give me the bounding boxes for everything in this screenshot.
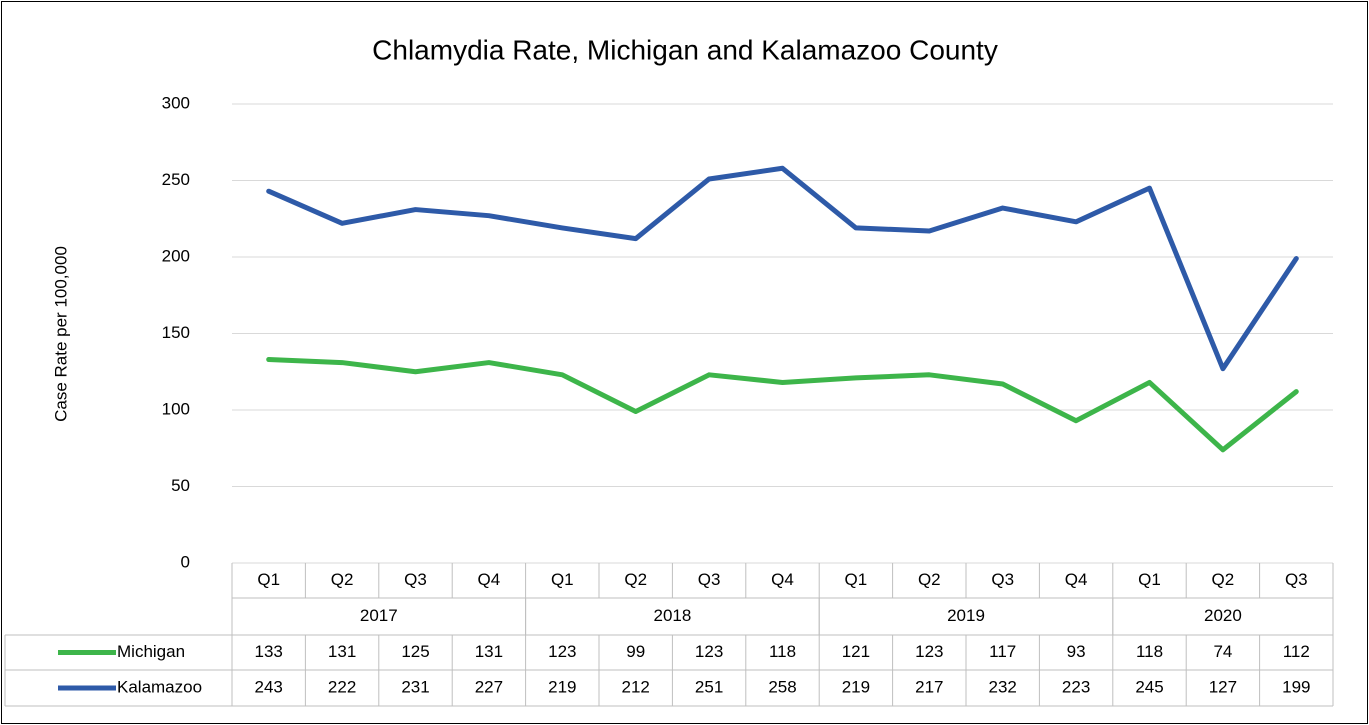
table-value: 223 <box>1062 677 1090 696</box>
table-value: 117 <box>989 642 1016 661</box>
y-tick-label: 0 <box>181 552 190 571</box>
table-value: 121 <box>842 642 870 661</box>
table-value: 127 <box>1209 677 1237 696</box>
table-value: 118 <box>769 642 796 661</box>
x-tick-label: Q1 <box>551 570 574 589</box>
x-tick-label: Q2 <box>1212 570 1235 589</box>
x-group-label: 2019 <box>947 606 985 625</box>
x-tick-label: Q2 <box>331 570 354 589</box>
x-tick-label: Q2 <box>624 570 647 589</box>
x-group-label: 2020 <box>1204 606 1242 625</box>
table-value: 133 <box>255 642 283 661</box>
table-value: 131 <box>328 642 356 661</box>
legend-label: Kalamazoo <box>117 677 202 696</box>
x-tick-label: Q3 <box>991 570 1014 589</box>
table-value: 199 <box>1282 677 1310 696</box>
x-tick-label: Q2 <box>918 570 941 589</box>
table-value: 212 <box>622 677 650 696</box>
y-axis-title: Case Rate per 100,000 <box>51 246 70 422</box>
x-tick-label: Q3 <box>1285 570 1308 589</box>
x-group-label: 2018 <box>653 606 691 625</box>
series-line <box>266 165 1299 372</box>
table-value: 123 <box>695 642 723 661</box>
x-group-label: 2017 <box>360 606 398 625</box>
x-tick-label: Q4 <box>1065 570 1088 589</box>
table-value: 251 <box>695 677 723 696</box>
y-tick-label: 300 <box>162 93 190 112</box>
table-value: 231 <box>401 677 429 696</box>
x-tick-label: Q4 <box>771 570 794 589</box>
x-tick-label: Q3 <box>404 570 427 589</box>
table-value: 219 <box>548 677 576 696</box>
table-value: 74 <box>1213 642 1232 661</box>
table-value: 245 <box>1135 677 1163 696</box>
table-value: 123 <box>548 642 576 661</box>
table-value: 243 <box>255 677 283 696</box>
y-tick-label: 150 <box>162 323 190 342</box>
table-value: 219 <box>842 677 870 696</box>
table-value: 123 <box>915 642 943 661</box>
x-tick-label: Q1 <box>845 570 868 589</box>
y-tick-label: 100 <box>162 399 190 418</box>
table-value: 131 <box>475 642 503 661</box>
x-tick-label: Q3 <box>698 570 721 589</box>
legend-label: Michigan <box>117 642 185 661</box>
table-value: 222 <box>328 677 356 696</box>
table-value: 99 <box>626 642 645 661</box>
x-tick-label: Q4 <box>478 570 501 589</box>
table-value: 125 <box>401 642 429 661</box>
table-value: 93 <box>1067 642 1086 661</box>
table-value: 258 <box>768 677 796 696</box>
series-line <box>266 357 1299 453</box>
x-tick-label: Q1 <box>1138 570 1161 589</box>
table-value: 227 <box>475 677 503 696</box>
table-value: 118 <box>1136 642 1163 661</box>
table-value: 112 <box>1283 642 1310 661</box>
chart-title: Chlamydia Rate, Michigan and Kalamazoo C… <box>372 34 998 65</box>
y-tick-label: 200 <box>162 246 190 265</box>
table-value: 217 <box>915 677 943 696</box>
table-value: 232 <box>989 677 1017 696</box>
y-tick-label: 50 <box>171 476 190 495</box>
x-tick-label: Q1 <box>257 570 280 589</box>
y-tick-label: 250 <box>162 170 190 189</box>
